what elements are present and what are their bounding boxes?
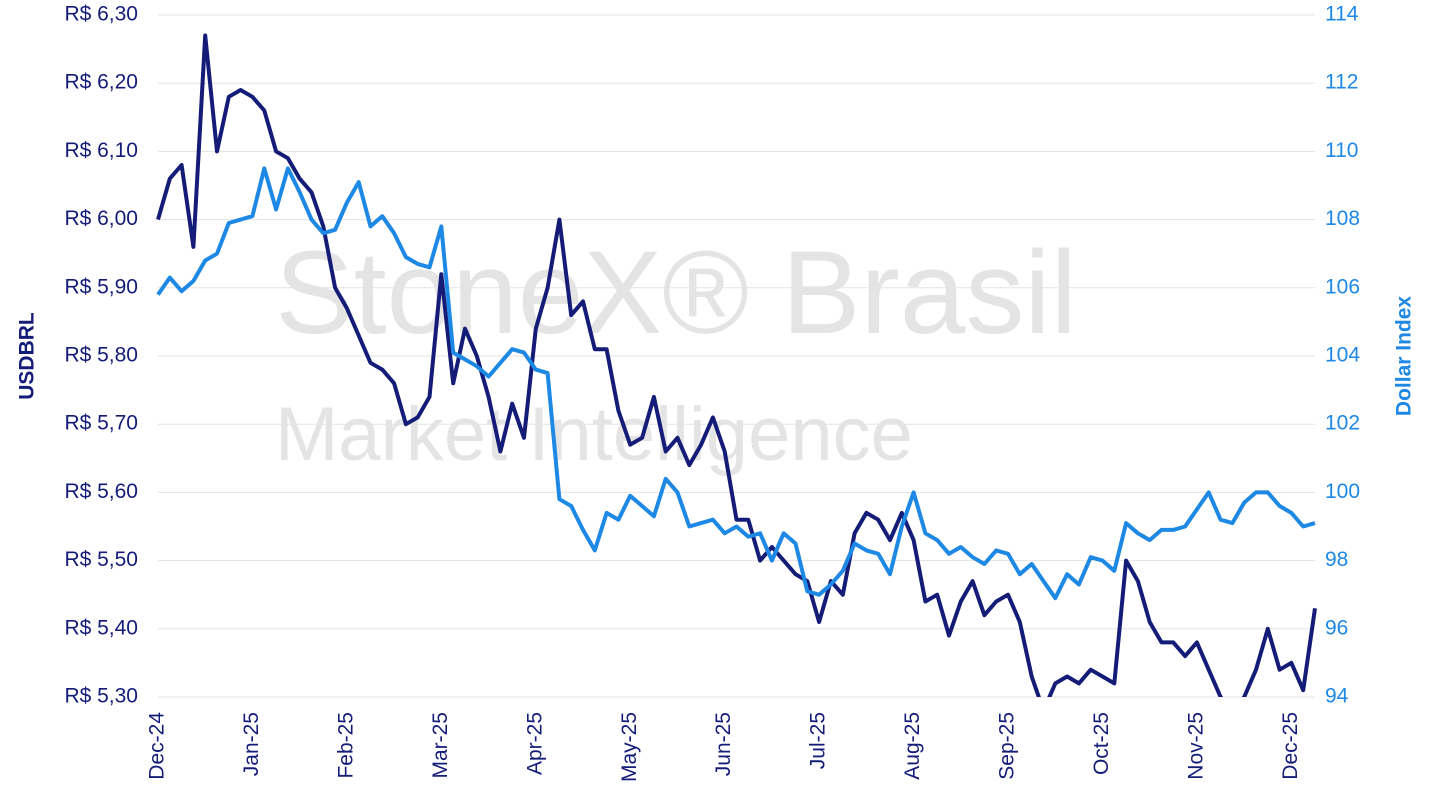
y2-tick-label: 106 xyxy=(1325,275,1360,298)
y-tick-label: R$ 6,30 xyxy=(64,3,138,26)
x-tick-label: Nov-25 xyxy=(1184,712,1207,780)
watermark: StoneX® Brasil Market Intelligence xyxy=(275,227,1077,477)
y-tick-label: R$ 5,70 xyxy=(64,412,138,435)
watermark-line: Market Intelligence xyxy=(275,392,913,477)
y2-tick-label: 108 xyxy=(1325,207,1360,230)
y-tick-label: R$ 5,60 xyxy=(64,480,138,503)
y2-tick-label: 102 xyxy=(1325,412,1360,435)
x-tick-label: Aug-25 xyxy=(901,712,924,780)
y-tick-label: R$ 5,50 xyxy=(64,548,138,571)
y-tick-label: R$ 5,30 xyxy=(64,685,138,708)
x-tick-label: Dec-24 xyxy=(146,712,169,780)
x-tick-label: Dec-25 xyxy=(1279,712,1302,780)
y2-tick-label: 110 xyxy=(1325,139,1358,162)
x-tick-label: May-25 xyxy=(618,712,641,782)
y2-tick-label: 100 xyxy=(1325,480,1360,503)
x-tick-label: Jun-25 xyxy=(712,712,735,776)
y-tick-label: R$ 5,80 xyxy=(64,344,138,367)
x-tick-label: Mar-25 xyxy=(429,712,452,779)
x-tick-label: Oct-25 xyxy=(1090,712,1113,775)
x-tick-label: Jan-25 xyxy=(240,712,263,776)
series-line xyxy=(156,166,1316,601)
y2-tick-label: 104 xyxy=(1325,344,1360,367)
plot-area xyxy=(156,33,1317,697)
series-line xyxy=(156,33,1317,697)
y2-tick-label: 96 xyxy=(1325,616,1348,639)
x-tick-label: Apr-25 xyxy=(523,712,546,775)
y2-tick-label: 98 xyxy=(1325,548,1348,571)
y-tick-label: R$ 5,40 xyxy=(64,616,138,639)
y2-axis-title: Dollar Index xyxy=(1393,296,1416,417)
x-tick-label: Sep-25 xyxy=(996,712,1019,780)
y-tick-label: R$ 6,10 xyxy=(64,139,138,162)
y2-tick-label: 114 xyxy=(1325,3,1359,26)
y2-tick-label: 112 xyxy=(1325,71,1358,94)
y-tick-label: R$ 6,00 xyxy=(64,207,138,230)
x-tick-label: Feb-25 xyxy=(334,712,357,779)
y-tick-label: R$ 6,20 xyxy=(64,71,138,94)
y-axis-title: USDBRL xyxy=(16,312,39,400)
y2-tick-label: 94 xyxy=(1325,685,1349,708)
x-tick-label: Jul-25 xyxy=(807,712,830,769)
y-tick-label: R$ 5,90 xyxy=(64,275,138,298)
watermark-line: StoneX® Brasil xyxy=(275,227,1077,359)
